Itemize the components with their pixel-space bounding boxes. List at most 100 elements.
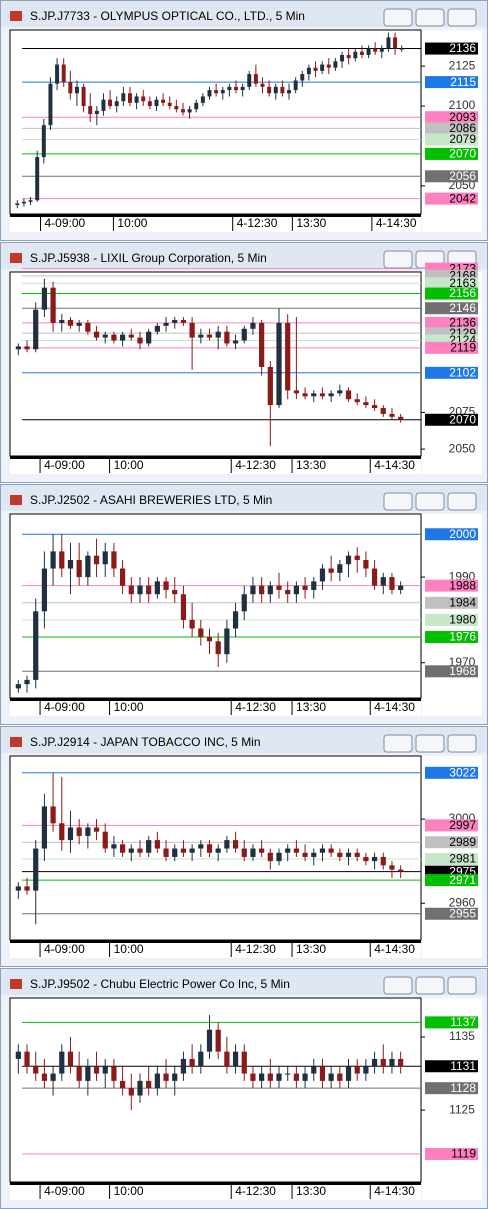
candle-body [340,54,345,62]
candle-body [389,865,395,870]
x-tick-label: 4-12:30 [235,700,276,714]
candle-body [137,337,143,344]
level-label: 2136 [449,316,476,330]
candle-body [128,334,134,338]
candle-body [114,101,119,107]
time-axis-bar [10,214,421,217]
x-tick-label: 10:00 [117,216,147,230]
time-axis-bar [10,940,421,943]
candle-body [24,679,30,685]
level-label: 1131 [450,1059,476,1073]
candle-body [137,1080,143,1096]
candle-body [180,594,187,620]
minimize-button[interactable] [383,492,413,511]
candle-body [147,101,152,107]
maximize-button[interactable] [415,734,445,753]
candle-body [88,106,93,115]
level-label: 2119 [450,341,476,355]
minimize-button[interactable] [383,250,413,269]
candle-body [380,856,386,866]
candle-body [250,1073,256,1081]
x-tick-label: 13:30 [296,216,326,230]
candle-body [224,840,230,849]
candle-body [250,322,256,329]
level-tag [425,1060,478,1073]
level-label: 2997 [449,818,476,832]
candle-body [345,555,352,565]
candle-body [260,83,265,87]
time-axis-bar [10,698,421,701]
candle-body [241,594,247,612]
candle-body [267,585,273,595]
candle-body [232,611,239,629]
minimize-button[interactable] [383,734,413,753]
candle-body [59,823,65,841]
level-label: 2056 [449,169,476,183]
maximize-button[interactable] [415,8,445,27]
candle-body [285,589,291,595]
candle-body [121,93,126,102]
candle-body [41,806,48,849]
level-tag [425,192,478,205]
candle-body [134,96,139,103]
level-label: 2981 [449,852,476,866]
candle-body [373,48,378,52]
candle-body [28,200,33,202]
close-button[interactable] [447,976,477,995]
candle-body [154,581,160,595]
candle-body [328,568,334,573]
candle-body [163,322,169,326]
x-tick-label: 4-12:30 [235,942,276,956]
x-tick-label: 4-14:30 [374,1184,415,1198]
candle-body [33,1066,39,1074]
maximize-button[interactable] [415,976,445,995]
candle-body [241,848,247,857]
candle-body [311,1066,317,1074]
time-axis-bar [10,456,421,459]
candle-body [167,102,172,107]
minimize-button[interactable] [383,976,413,995]
x-tick-label: 4-14:30 [374,942,415,956]
level-tag [425,287,478,300]
candle-body [302,1073,308,1081]
candle-body [267,86,272,94]
candle-body [215,1029,221,1052]
candle-body [194,102,199,110]
candle-body [163,1073,169,1081]
close-button[interactable] [447,492,477,511]
candle-body [154,840,160,849]
maximize-button[interactable] [415,492,445,511]
candle-body [198,628,204,638]
candle-body [240,86,245,91]
candle-body [24,1051,30,1067]
time-axis [10,940,421,958]
level-tag [425,341,478,354]
candle-body [276,852,282,862]
candle-body [198,844,204,849]
candle-body [311,852,317,857]
y-tick-label: 2100 [449,98,476,112]
level-label: 2136 [449,41,476,55]
candle-body [102,334,108,338]
close-button[interactable] [447,734,477,753]
candle-body [234,86,238,91]
close-button[interactable] [447,8,477,27]
candle-body [302,852,308,857]
candle-body [319,1066,326,1081]
candle-body [319,848,326,853]
candle-body [206,334,213,338]
candle-body [333,61,338,68]
candle-body [120,334,126,341]
level-label: 2955 [449,906,476,920]
candle-body [15,346,21,350]
candle-body [85,555,91,578]
candle-body [21,201,26,204]
candle-body [137,848,143,853]
level-tag [425,277,478,290]
level-label: 2079 [449,132,476,146]
candle-body [33,309,39,350]
candle-body [189,848,195,853]
candle-body [15,886,21,891]
minimize-button[interactable] [383,8,413,27]
candle-body [354,399,360,403]
